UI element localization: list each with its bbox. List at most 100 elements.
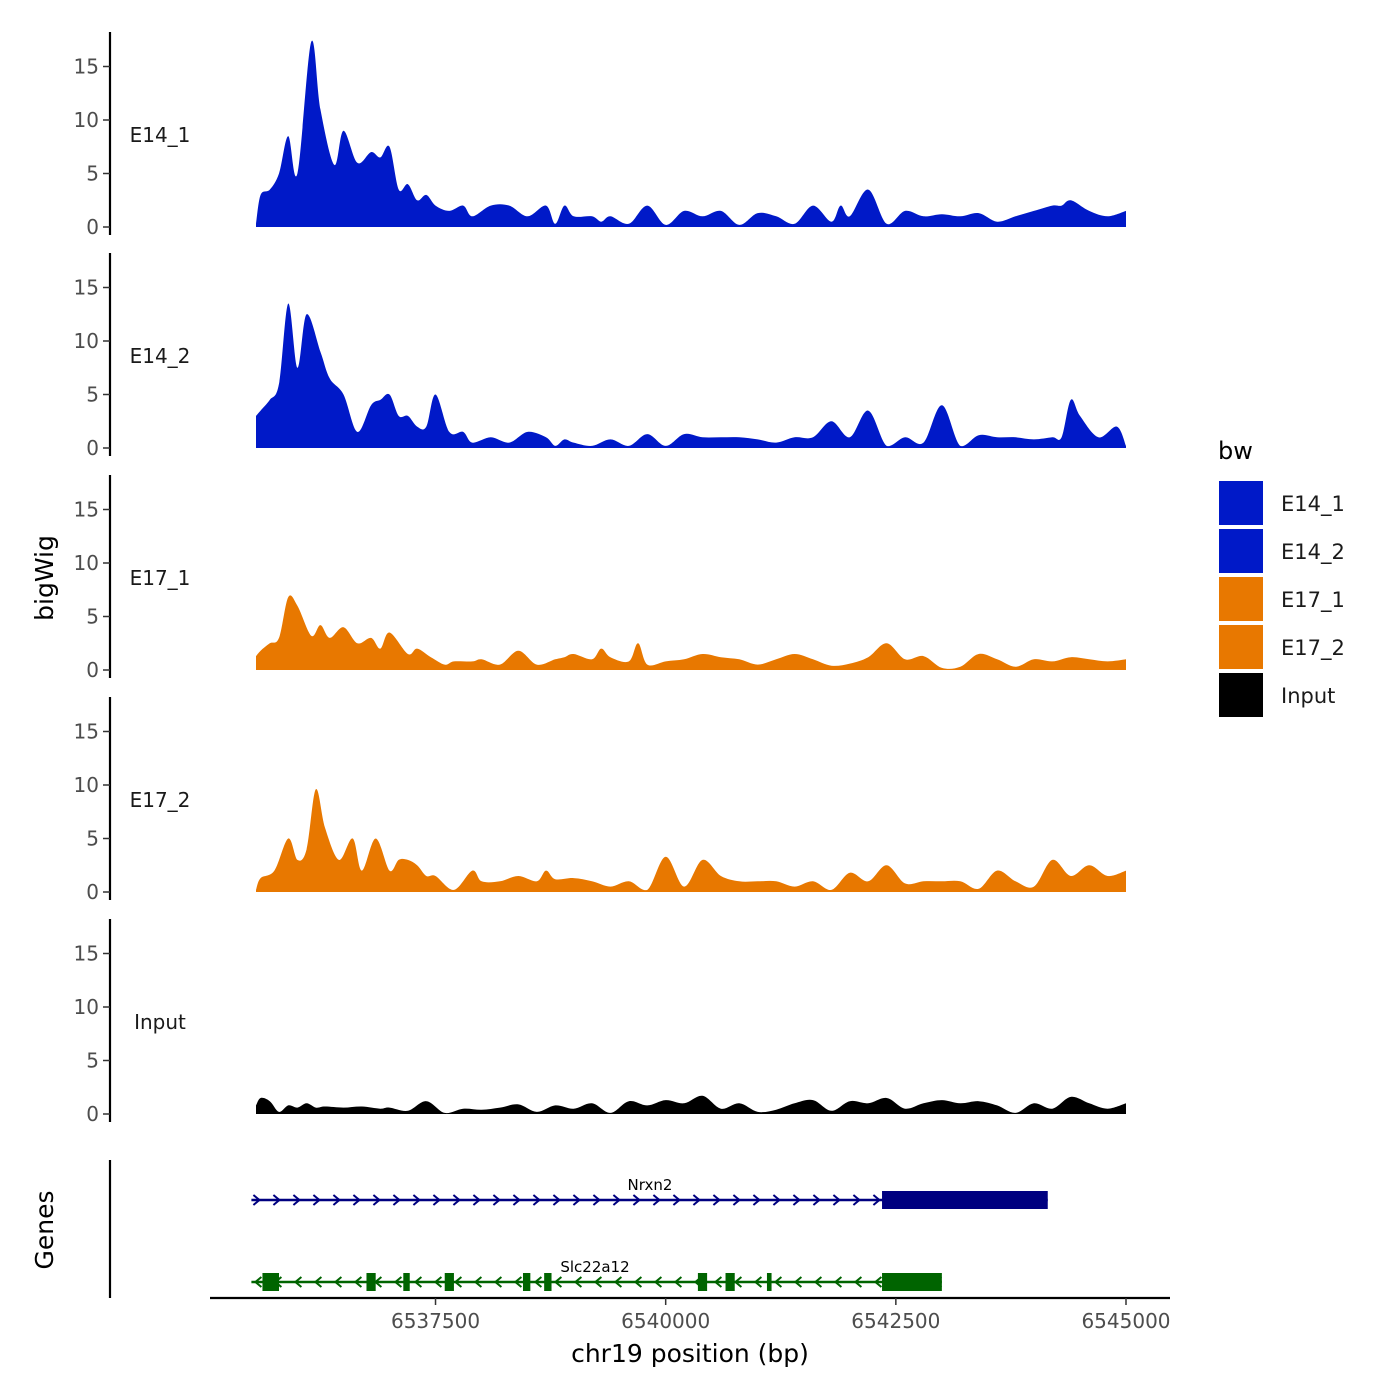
strand-chevron [832, 1194, 841, 1206]
strand-chevron [613, 1276, 623, 1288]
strand-chevron [493, 1276, 503, 1288]
track-label: E14_1 [130, 123, 191, 147]
track-label: E17_1 [130, 566, 191, 590]
strand-chevron [652, 1194, 661, 1206]
strand-chevron [673, 1276, 683, 1288]
gene-exon [882, 1273, 942, 1291]
y-tick-label: 0 [86, 1102, 99, 1126]
x-axis-title: chr19 position (bp) [571, 1339, 809, 1368]
gene-exon [522, 1273, 531, 1291]
strand-chevron [333, 1276, 343, 1288]
y-tick-label: 10 [74, 995, 99, 1019]
legend-title: bw [1218, 437, 1253, 465]
strand-chevron [552, 1194, 561, 1206]
legend-label: E17_2 [1281, 636, 1345, 661]
strand-chevron [773, 1276, 783, 1288]
y-tick-label: 5 [86, 827, 99, 851]
y-tick-label: 15 [74, 942, 99, 966]
strand-chevron [733, 1276, 743, 1288]
y-tick-label: 0 [86, 215, 99, 239]
strand-chevron [753, 1276, 763, 1288]
gene-exon [366, 1273, 376, 1291]
y-tick-label: 10 [74, 551, 99, 575]
signal-area-Input [256, 1095, 1126, 1114]
legend: bw E14_1 E14_2 E17_1 E17_2 Input [1217, 437, 1345, 719]
strand-chevron [352, 1194, 361, 1206]
strand-chevron [612, 1194, 621, 1206]
strand-chevron [712, 1194, 721, 1206]
strand-chevron [413, 1276, 423, 1288]
legend-swatch [1217, 575, 1265, 623]
gene-exon [444, 1273, 454, 1291]
strand-chevron [672, 1194, 681, 1206]
strand-chevron [853, 1276, 863, 1288]
x-axis: 6537500 6540000 6542500 6545000 [210, 1296, 1171, 1333]
track-E17_1: 0 5 10 15 E17_1 [74, 475, 1126, 682]
y-tick-label: 10 [74, 108, 99, 132]
strand-chevron [653, 1276, 663, 1288]
gene-exon [725, 1273, 735, 1291]
y-tick-label: 0 [86, 880, 99, 904]
strand-chevron [473, 1276, 483, 1288]
gene-label: Nrxn2 [628, 1176, 673, 1194]
track-label: E17_2 [130, 788, 191, 812]
legend-label: Input [1281, 684, 1335, 708]
strand-chevron [412, 1194, 421, 1206]
strand-chevron [512, 1194, 521, 1206]
y-tick-label: 0 [86, 658, 99, 682]
strand-chevron [812, 1194, 821, 1206]
strand-chevron [372, 1194, 381, 1206]
strand-chevron [553, 1276, 563, 1288]
strand-chevron [872, 1194, 881, 1206]
y-tick-label: 5 [86, 1049, 99, 1073]
strand-chevron [452, 1194, 461, 1206]
strand-chevron [573, 1276, 583, 1288]
gene-exon [262, 1273, 280, 1291]
strand-chevron [313, 1276, 323, 1288]
strand-chevron [533, 1276, 543, 1288]
strand-chevron [873, 1276, 883, 1288]
strand-chevron [692, 1194, 701, 1206]
strand-chevron [392, 1194, 401, 1206]
track-E17_2: 0 5 10 15 E17_2 [74, 697, 1126, 904]
signal-tracks: 0 5 10 15 E14_1 0 5 10 15 E14_2 0 5 10 15 E17_1 0 5 10 15 E… [74, 32, 1126, 1126]
strand-chevron [433, 1276, 443, 1288]
track-label: Input [134, 1010, 186, 1034]
gene-Slc22a12: Slc22a12 [251, 1258, 943, 1291]
y-tick-label: 5 [86, 162, 99, 186]
x-tick-label: 6537500 [391, 1309, 480, 1333]
y-tick-label: 5 [86, 383, 99, 407]
gene-exon [544, 1273, 552, 1291]
y-tick-label: 10 [74, 773, 99, 797]
strand-chevron [593, 1276, 603, 1288]
gene-exon [697, 1273, 708, 1291]
legend-swatch [1217, 671, 1265, 719]
signal-area-E14_2 [256, 303, 1126, 448]
legend-label: E17_1 [1281, 588, 1345, 613]
signal-area-E17_2 [256, 789, 1126, 892]
legend-swatch [1217, 527, 1265, 575]
strand-chevron [492, 1194, 501, 1206]
legend-label: E14_1 [1281, 492, 1345, 517]
strand-chevron [353, 1276, 363, 1288]
strand-chevron [772, 1194, 781, 1206]
strand-chevron [312, 1194, 321, 1206]
strand-chevron [713, 1276, 723, 1288]
y-tick-label: 5 [86, 605, 99, 629]
strand-chevron [752, 1194, 761, 1206]
gene-label: Slc22a12 [560, 1258, 629, 1276]
strand-chevron [513, 1276, 523, 1288]
strand-chevron [632, 1194, 641, 1206]
x-tick-label: 6545000 [1081, 1309, 1170, 1333]
strand-chevron [633, 1276, 643, 1288]
strand-chevron [592, 1194, 601, 1206]
track-Input: 0 5 10 15 Input [74, 919, 1126, 1126]
x-tick-label: 6542500 [851, 1309, 940, 1333]
strand-chevron [252, 1194, 261, 1206]
legend-swatch [1217, 623, 1265, 671]
genes-track: Nrxn2 Slc22a12 [108, 1160, 1048, 1298]
y-tick-label: 15 [74, 498, 99, 522]
y-tick-label: 15 [74, 276, 99, 300]
strand-chevron [253, 1276, 263, 1288]
